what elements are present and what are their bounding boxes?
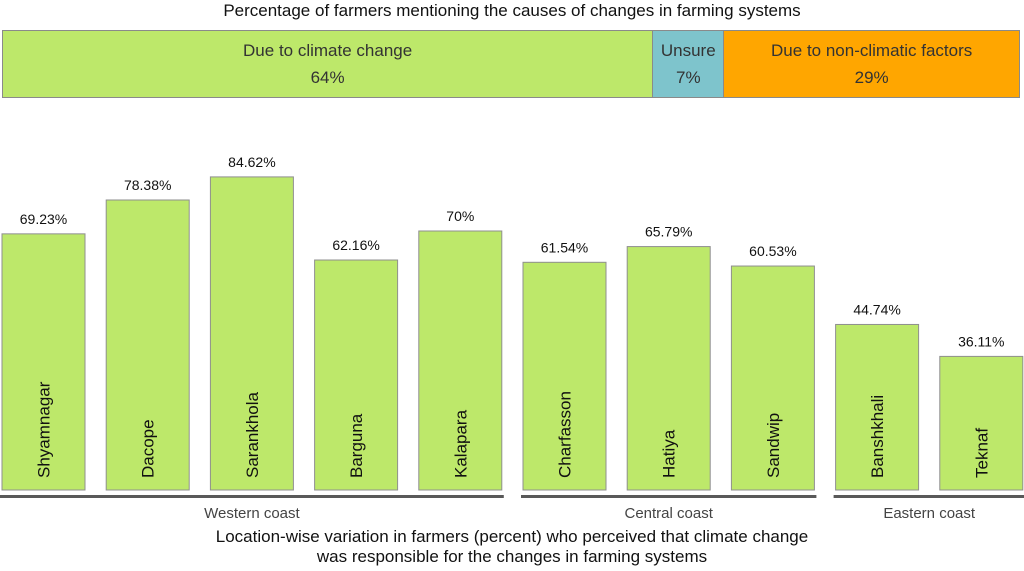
category-label: Sarankhola [243, 391, 262, 478]
category-label: Hatiya [660, 429, 679, 478]
bar [835, 323, 920, 491]
segment-value: 64% [310, 68, 345, 87]
bar-value-label: 62.16% [332, 237, 379, 253]
bar-value-label: 84.62% [228, 154, 275, 170]
group-bracket [0, 495, 504, 498]
segment-due-to-climate-change: Due to climate change 64% [3, 31, 654, 97]
bar [209, 176, 294, 491]
caption-line-1: Location-wise variation in farmers (perc… [215, 527, 809, 546]
segment-label: Unsure [660, 41, 716, 60]
group-label: Central coast [625, 505, 714, 522]
group-bracket [833, 495, 1024, 498]
group-label: Western coast [204, 505, 300, 522]
bar [1, 233, 86, 491]
category-label: Kalapara [451, 409, 470, 478]
bar-value-label: 61.54% [541, 239, 588, 255]
category-label: Dacope [139, 419, 158, 478]
chart-caption: Location-wise variation in farmers (perc… [0, 527, 1024, 567]
segment-unsure: Unsure 7% [653, 31, 725, 97]
bar-value-label: 69.23% [20, 211, 67, 227]
group-bracket [521, 495, 817, 498]
bar [626, 246, 711, 491]
segment-due-to-non-climatic-factors: Due to non-climatic factors 29% [724, 31, 1019, 97]
bar-value-label: 36.11% [958, 333, 1004, 349]
bar-value-label: 65.79% [645, 224, 692, 240]
category-label: Barguna [347, 413, 366, 478]
segment-label: Due to non-climatic factors [771, 41, 973, 60]
bar-value-label: 70% [446, 208, 474, 224]
bar [522, 261, 607, 491]
bar [418, 230, 503, 491]
bar-value-label: 78.38% [124, 177, 171, 193]
category-label: Sandwip [764, 413, 783, 478]
category-label: Banshkhali [868, 395, 887, 478]
group-label: Eastern coast [883, 505, 976, 522]
stacked-percentage-bar: Due to climate change 64% Unsure 7% Due to n… [2, 30, 1020, 98]
category-label: Teknaf [972, 428, 991, 478]
bar [730, 265, 815, 491]
segment-label: Due to climate change [243, 41, 413, 60]
segment-value: 7% [676, 68, 701, 87]
bar [314, 259, 399, 491]
top-chart-title: Percentage of farmers mentioning the cau… [223, 1, 801, 20]
caption-line-2: was responsible for the changes in farmi… [316, 547, 708, 566]
category-label: Charfasson [556, 391, 575, 478]
segment-value: 29% [854, 68, 889, 87]
bar [105, 199, 190, 491]
bar-value-label: 60.53% [749, 243, 796, 259]
bar-value-label: 44.74% [853, 301, 900, 317]
category-label: Shyamnagar [35, 381, 54, 478]
bar [939, 355, 1024, 491]
